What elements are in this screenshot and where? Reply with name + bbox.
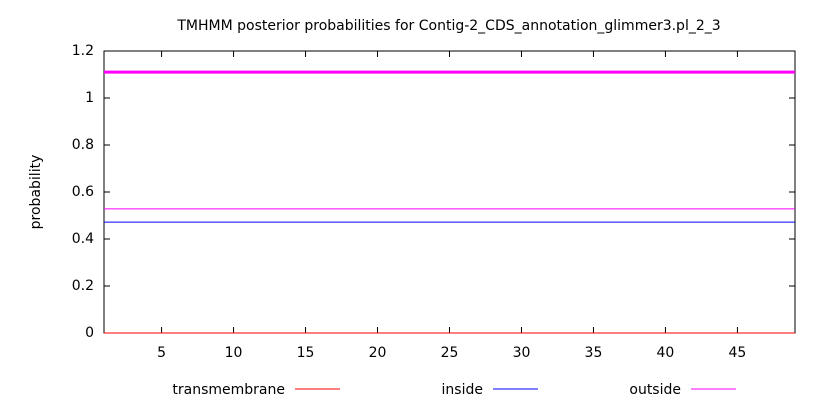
legend-label: outside [629, 382, 681, 398]
y-tick-label: 0.8 [72, 137, 94, 153]
x-tick-label: 10 [225, 345, 243, 361]
y-tick-label: 0.6 [72, 184, 94, 200]
y-tick-label: 1 [85, 90, 94, 106]
x-tick-label: 20 [369, 345, 387, 361]
x-tick-label: 40 [657, 345, 675, 361]
y-tick-label: 0.4 [72, 231, 94, 247]
chart-title: TMHMM posterior probabilities for Contig… [176, 18, 720, 34]
x-tick-label: 45 [729, 345, 747, 361]
x-tick-label: 15 [297, 345, 315, 361]
x-tick-label: 30 [513, 345, 531, 361]
x-tick-label: 25 [441, 345, 459, 361]
plot-frame [103, 50, 796, 334]
legend-label: inside [442, 382, 483, 398]
x-tick-label: 35 [585, 345, 603, 361]
y-tick-label: 1.2 [72, 43, 94, 59]
y-tick-label: 0 [85, 325, 94, 341]
y-axis-label: probability [28, 155, 44, 230]
x-tick-label: 5 [157, 345, 166, 361]
legend-label: transmembrane [172, 382, 285, 398]
y-tick-label: 0.2 [72, 278, 94, 294]
